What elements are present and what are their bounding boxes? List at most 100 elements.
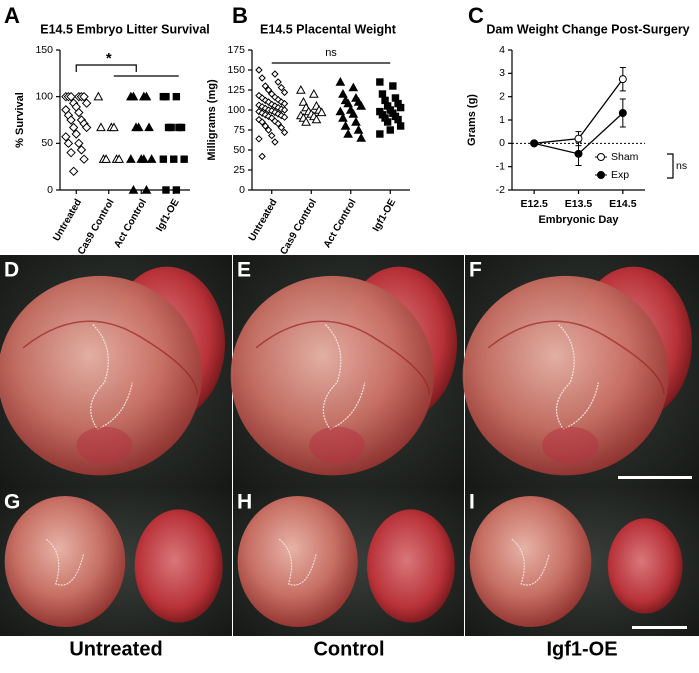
data-point (271, 138, 279, 146)
panel-label: A (4, 3, 20, 28)
shadow (542, 426, 599, 464)
y-tick-label: 100 (35, 90, 53, 102)
x-tick-label: E14.5 (609, 198, 637, 210)
data-point (162, 186, 170, 194)
x-tick-label: E13.5 (565, 198, 593, 210)
data-point (396, 122, 405, 130)
data-point (172, 186, 181, 194)
x-tick-label: Act Control (322, 197, 359, 250)
data-point (172, 92, 181, 101)
data-point (63, 138, 74, 149)
data-point (114, 154, 124, 163)
photo: G (0, 487, 232, 636)
vessel (255, 320, 431, 395)
data-point (96, 122, 106, 132)
data-point (268, 131, 276, 140)
data-point (81, 98, 92, 108)
legend-label: Exp (611, 169, 629, 181)
data-point (264, 86, 273, 94)
data-point (356, 132, 366, 142)
embryo (237, 495, 358, 628)
legend-label: Sham (611, 151, 639, 163)
y-tick-label: 150 (35, 44, 53, 56)
x-tick-label: Igf1-OE (371, 197, 398, 234)
data-point (311, 114, 322, 124)
data-point (335, 106, 346, 116)
embryo (462, 275, 669, 476)
embryo (0, 275, 202, 476)
data-point (144, 122, 154, 132)
data-point (71, 129, 81, 139)
scale-bar (632, 626, 687, 629)
data-point (280, 106, 289, 114)
y-tick-label: 50 (233, 144, 245, 156)
data-point (351, 116, 361, 126)
data-point (74, 107, 84, 118)
data-point (356, 100, 366, 110)
data-point (340, 120, 351, 130)
data-point (79, 91, 89, 102)
data-point (376, 78, 384, 86)
data-point (277, 123, 286, 132)
y-tick-label: 75 (233, 124, 245, 136)
data-point (170, 155, 178, 163)
shadow (309, 426, 365, 464)
data-point (338, 88, 348, 98)
data-point (66, 91, 76, 102)
data-point (574, 134, 583, 143)
data-point (139, 154, 149, 163)
data-point (348, 82, 359, 92)
x-tick-label: Act Control (112, 197, 149, 250)
significance-label: ns (325, 47, 337, 59)
x-tick-label: Untreated (247, 197, 280, 243)
bracket (75, 64, 137, 72)
panel-label: C (468, 3, 484, 28)
data-point (316, 107, 327, 117)
panel-label: E (237, 259, 251, 282)
data-point (274, 78, 282, 86)
data-point (383, 118, 392, 126)
y-tick-label: 0 (239, 184, 245, 196)
data-point (261, 82, 270, 90)
data-point (343, 128, 353, 138)
data-point (128, 91, 139, 101)
data-point (597, 153, 605, 161)
y-tick-label: 2 (499, 90, 505, 102)
outline (511, 538, 550, 586)
data-point (128, 184, 139, 194)
data-point (68, 166, 79, 177)
data-point (162, 92, 170, 101)
data-point (177, 123, 186, 132)
outline (555, 324, 599, 430)
y-tick-label: 150 (227, 64, 245, 76)
data-point (389, 82, 397, 90)
photo: I (465, 487, 699, 636)
column-label: Igf1-OE (546, 638, 617, 660)
data-point (296, 84, 306, 94)
panel-label: I (469, 491, 475, 514)
vessel (487, 320, 665, 395)
x-tick-label: Igf1-OE (154, 197, 181, 234)
data-point (386, 126, 394, 134)
outline (322, 324, 366, 430)
data-point (255, 135, 263, 143)
data-point (66, 147, 76, 158)
data-point (258, 152, 266, 161)
data-point (133, 122, 144, 132)
embryo (469, 495, 592, 628)
data-point (61, 132, 71, 142)
bracket (667, 153, 674, 179)
column-label: Control (313, 638, 384, 660)
data-point (271, 70, 279, 78)
photos: D E F G H I (0, 255, 699, 636)
panel-label: D (4, 259, 19, 282)
data-point (79, 154, 89, 164)
data-point (93, 91, 104, 101)
data-point (159, 155, 168, 163)
data-point (255, 66, 263, 74)
data-point (298, 96, 309, 106)
data-point (301, 116, 311, 126)
data-point (66, 115, 76, 125)
data-point (274, 119, 282, 128)
